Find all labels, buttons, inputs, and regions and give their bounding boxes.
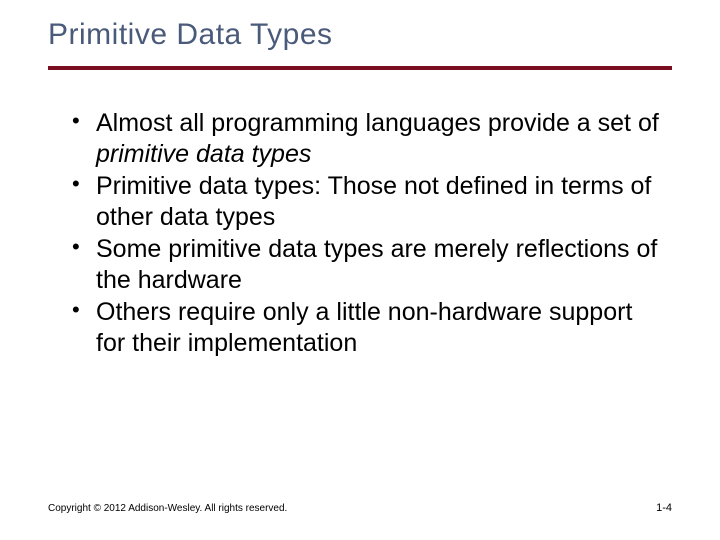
title-rule xyxy=(48,66,672,70)
bullet-text-italic: primitive data types xyxy=(96,140,311,168)
bullet-text-pre: Almost all programming languages provide… xyxy=(96,109,659,137)
bullet-text-pre: Others require only a little non-hardwar… xyxy=(96,298,632,357)
slide-title: Primitive Data Types xyxy=(48,18,672,66)
bullet-text-pre: Primitive data types: Those not defined … xyxy=(96,172,651,231)
copyright-text: Copyright © 2012 Addison-Wesley. All rig… xyxy=(48,503,287,514)
slide: Primitive Data Types Almost all programm… xyxy=(0,0,720,540)
page-number: 1-4 xyxy=(656,502,672,514)
bullet-item: Some primitive data types are merely ref… xyxy=(70,234,660,295)
bullet-item: Primitive data types: Those not defined … xyxy=(70,171,660,232)
bullet-item: Others require only a little non-hardwar… xyxy=(70,297,660,358)
bullet-text-pre: Some primitive data types are merely ref… xyxy=(96,235,657,294)
slide-content: Almost all programming languages provide… xyxy=(48,108,672,358)
slide-footer: Copyright © 2012 Addison-Wesley. All rig… xyxy=(48,502,672,514)
bullet-item: Almost all programming languages provide… xyxy=(70,108,660,169)
bullet-list: Almost all programming languages provide… xyxy=(70,108,660,358)
